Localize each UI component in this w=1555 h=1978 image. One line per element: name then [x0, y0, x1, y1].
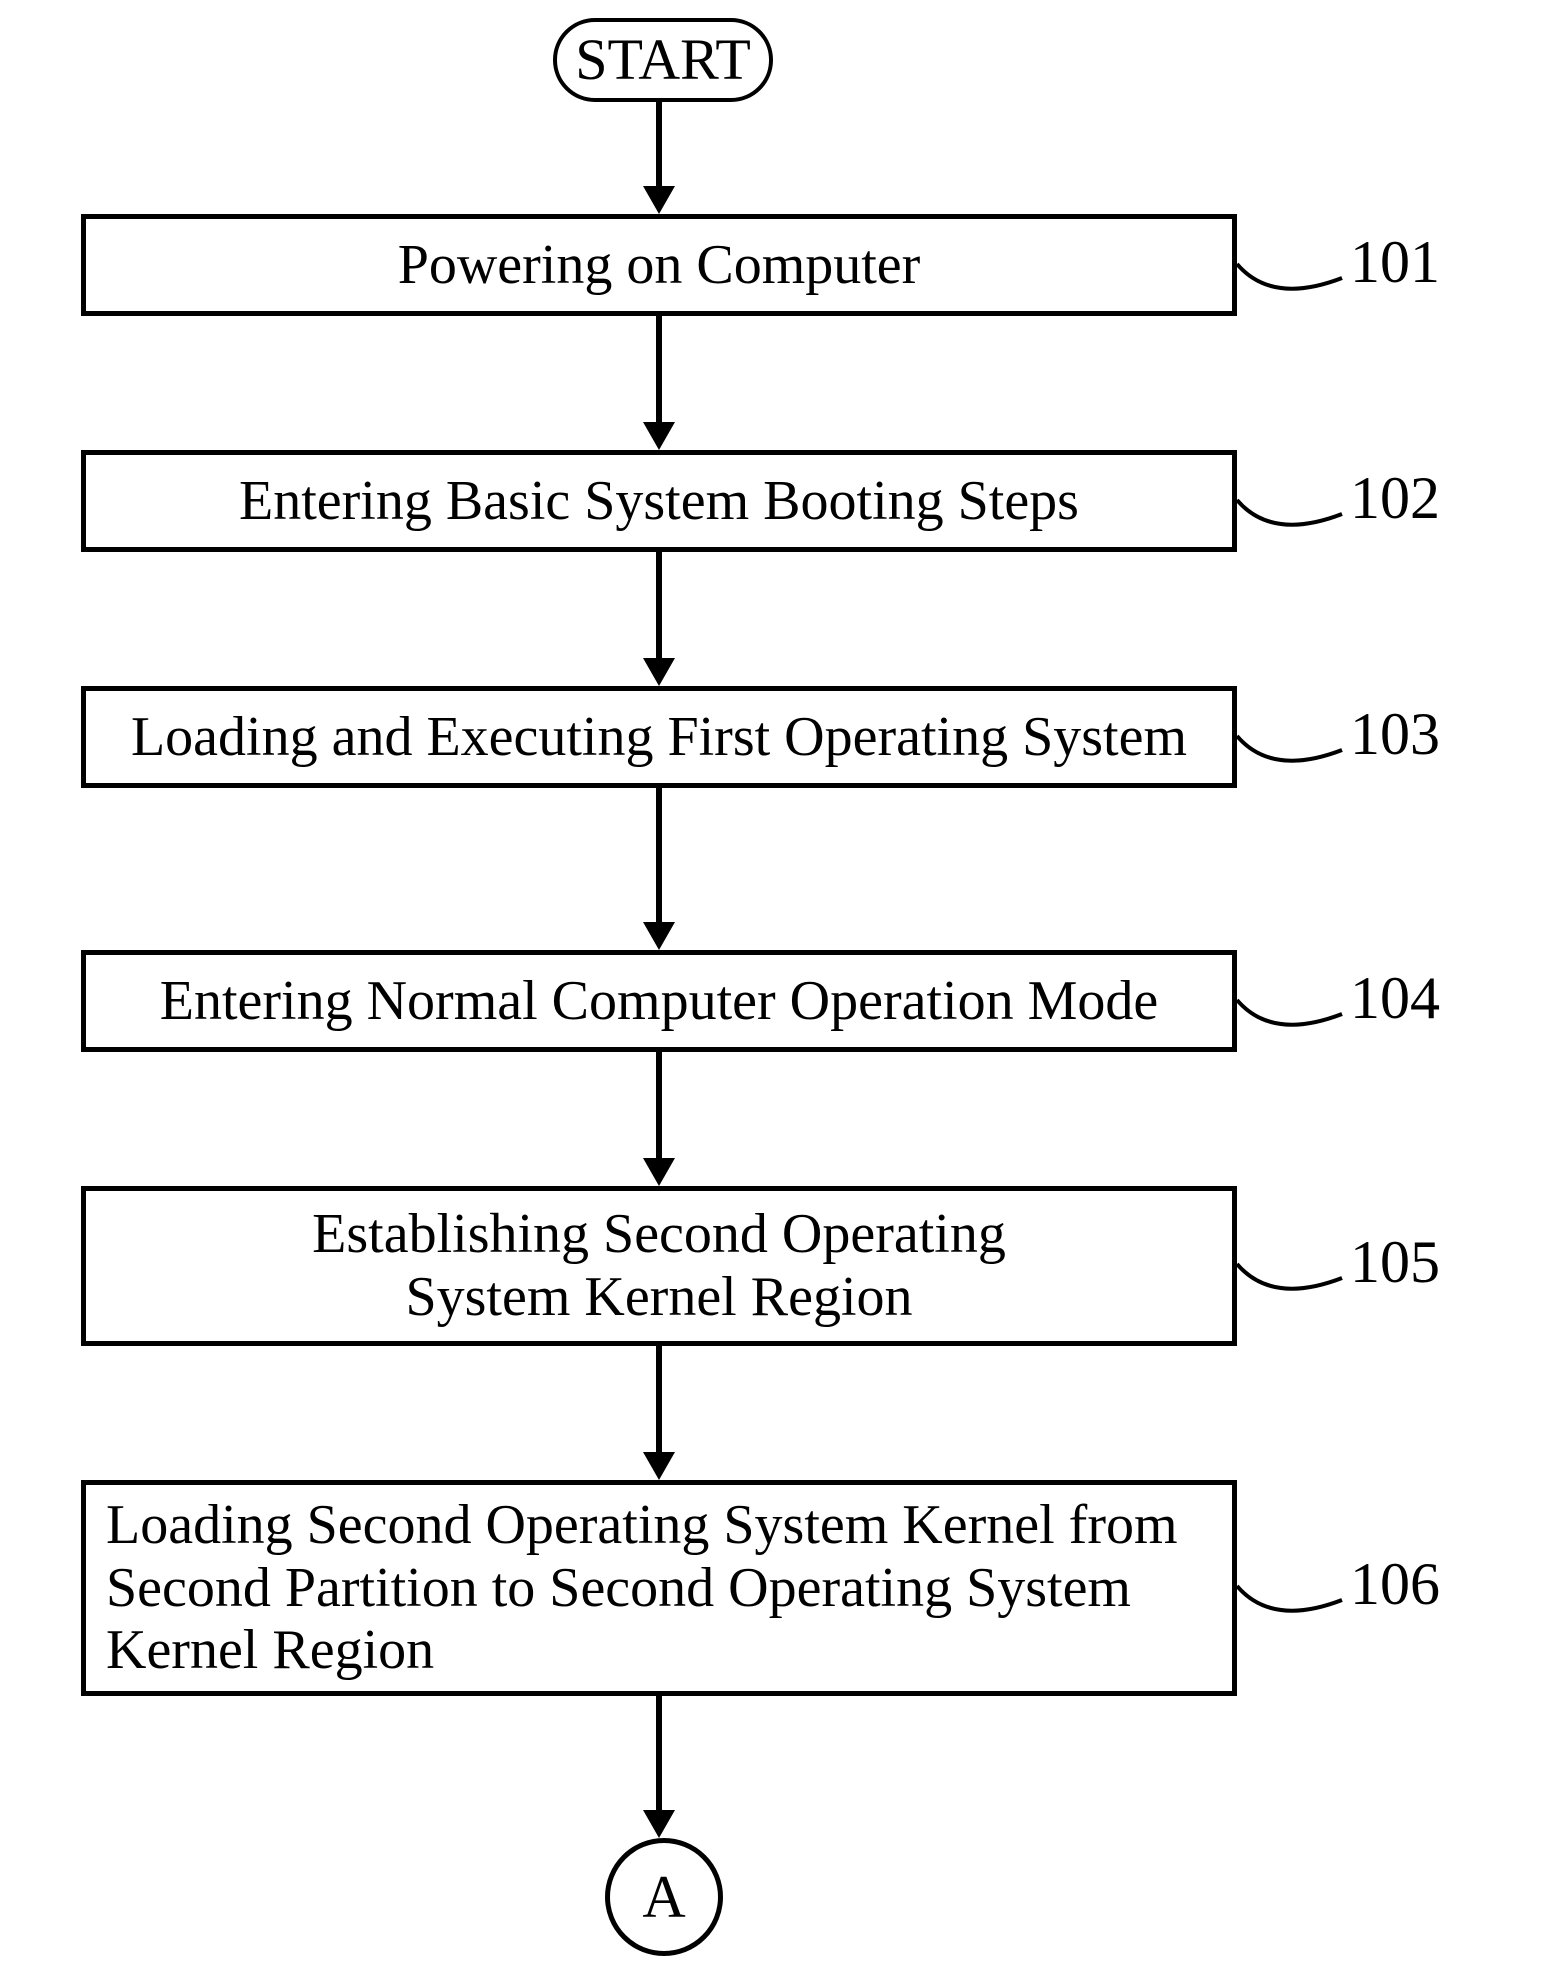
- arrow-104-to-105: [656, 1052, 662, 1158]
- arrowhead-103-to-104: [643, 922, 675, 950]
- connector-A-label: A: [642, 1863, 685, 1932]
- label-105: 105: [1350, 1228, 1440, 1297]
- arrow-start-to-101: [656, 98, 662, 186]
- start-label: START: [575, 31, 751, 89]
- arrowhead-104-to-105: [643, 1158, 675, 1186]
- process-106-text: Loading Second Operating System Kernel f…: [106, 1494, 1212, 1682]
- arrow-101-to-102: [656, 316, 662, 422]
- leader-106: [1237, 1572, 1347, 1622]
- label-103: 103: [1350, 700, 1440, 769]
- arrowhead-105-to-106: [643, 1452, 675, 1480]
- process-106: Loading Second Operating System Kernel f…: [81, 1480, 1237, 1696]
- label-101: 101: [1350, 228, 1440, 297]
- arrowhead-start-to-101: [643, 186, 675, 214]
- process-104-text: Entering Normal Computer Operation Mode: [160, 970, 1158, 1033]
- process-104: Entering Normal Computer Operation Mode: [81, 950, 1237, 1052]
- start-terminator: START: [553, 18, 773, 102]
- label-106: 106: [1350, 1550, 1440, 1619]
- process-101: Powering on Computer: [81, 214, 1237, 316]
- process-101-text: Powering on Computer: [398, 234, 921, 297]
- arrowhead-101-to-102: [643, 422, 675, 450]
- leader-103: [1237, 722, 1347, 772]
- leader-105: [1237, 1250, 1347, 1300]
- process-102: Entering Basic System Booting Steps: [81, 450, 1237, 552]
- process-103: Loading and Executing First Operating Sy…: [81, 686, 1237, 788]
- process-105-text: Establishing Second Operating System Ker…: [312, 1203, 1006, 1328]
- arrow-106-to-A: [656, 1696, 662, 1810]
- label-104: 104: [1350, 964, 1440, 1033]
- leader-101: [1237, 250, 1347, 300]
- process-103-text: Loading and Executing First Operating Sy…: [131, 706, 1187, 769]
- leader-102: [1237, 486, 1347, 536]
- arrow-102-to-103: [656, 552, 662, 658]
- arrow-105-to-106: [656, 1346, 662, 1452]
- label-102: 102: [1350, 464, 1440, 533]
- connector-A: A: [605, 1838, 723, 1956]
- process-105: Establishing Second Operating System Ker…: [81, 1186, 1237, 1346]
- process-102-text: Entering Basic System Booting Steps: [239, 470, 1079, 533]
- arrowhead-102-to-103: [643, 658, 675, 686]
- leader-104: [1237, 986, 1347, 1036]
- arrowhead-106-to-A: [643, 1810, 675, 1838]
- flowchart-canvas: START Powering on Computer 101 Entering …: [0, 0, 1555, 1978]
- arrow-103-to-104: [656, 788, 662, 922]
